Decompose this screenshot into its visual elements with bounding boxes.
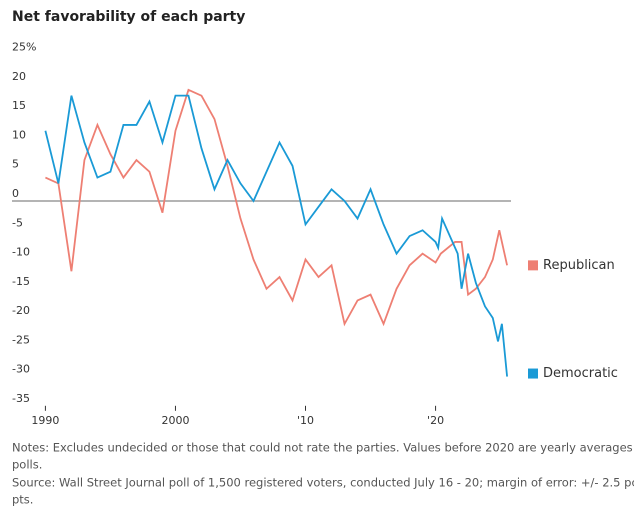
x-tick-label: '20 bbox=[427, 414, 444, 427]
x-tick-label: 1990 bbox=[31, 414, 59, 427]
x-tick-label: 2000 bbox=[161, 414, 189, 427]
series-line bbox=[44, 94, 508, 377]
note: pts. bbox=[12, 493, 33, 507]
legend-swatch bbox=[528, 260, 538, 271]
y-tick-label: 5 bbox=[12, 158, 19, 171]
legend-label: Democratic bbox=[543, 366, 618, 381]
y-tick-label: 10 bbox=[12, 128, 26, 141]
chart-title: Net favorability of each party bbox=[12, 9, 245, 25]
note: Source: Wall Street Journal poll of 1,50… bbox=[12, 476, 634, 490]
y-tick-label: -35 bbox=[12, 392, 30, 405]
series-line bbox=[45, 88, 508, 327]
y-tick-label: -5 bbox=[12, 216, 23, 229]
y-tick-label: -25 bbox=[12, 333, 30, 346]
legend-swatch bbox=[528, 368, 538, 379]
y-tick-label: 15 bbox=[12, 99, 26, 112]
note: Notes: Excludes undecided or those that … bbox=[12, 441, 634, 455]
y-tick-label: -30 bbox=[12, 363, 30, 376]
y-tick-label: 20 bbox=[12, 70, 26, 83]
note: polls. bbox=[12, 458, 42, 472]
y-tick-label: -20 bbox=[12, 304, 30, 317]
y-tick-label: 0 bbox=[12, 187, 19, 200]
x-tick-label: '10 bbox=[297, 414, 314, 427]
y-tick-label: -15 bbox=[12, 275, 30, 288]
y-tick-label: -10 bbox=[12, 246, 30, 259]
y-tick-label: 25% bbox=[12, 41, 36, 54]
legend-label: Republican bbox=[543, 258, 615, 273]
